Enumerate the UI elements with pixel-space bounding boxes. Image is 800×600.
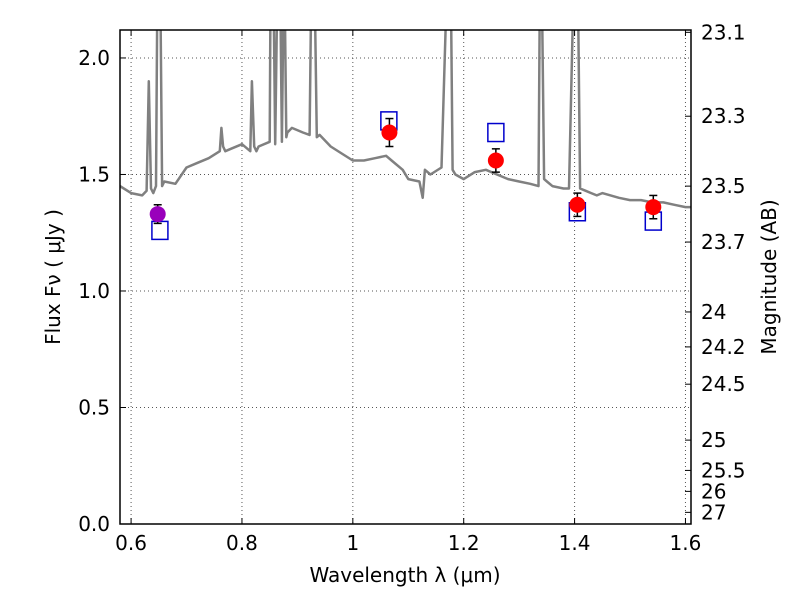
spectrum-line xyxy=(120,30,691,209)
data-point xyxy=(569,196,586,213)
right-tick-label: 23.5 xyxy=(701,174,746,198)
marker-layer xyxy=(149,111,663,241)
x-tick-label: 1 xyxy=(346,531,359,555)
right-tick-label: 27 xyxy=(701,500,726,524)
x-axis-label: Wavelength λ (μm) xyxy=(309,563,500,587)
data-point xyxy=(645,199,662,216)
x-tick-label: 1.6 xyxy=(670,531,702,555)
right-tick-label: 23.3 xyxy=(701,104,746,128)
x-tick-label: 1.4 xyxy=(559,531,591,555)
right-tick-label: 26 xyxy=(701,479,726,503)
right-tick-label: 25.5 xyxy=(701,458,746,482)
grid xyxy=(120,30,691,525)
y-tick-label: 2.0 xyxy=(78,46,110,70)
y-tick-label: 1.5 xyxy=(78,162,110,186)
right-tick-label: 23.1 xyxy=(701,20,746,44)
right-tick-label: 24 xyxy=(701,300,726,324)
data-point xyxy=(487,152,504,169)
right-tick-label: 24.2 xyxy=(701,335,746,359)
y-axis-right-label: Magnitude (AB) xyxy=(757,199,781,354)
data-point xyxy=(149,206,166,223)
spectrum-layer xyxy=(120,30,691,209)
data-point xyxy=(381,124,398,141)
x-tick-label: 1.2 xyxy=(448,531,480,555)
x-tick-label: 0.8 xyxy=(226,531,258,555)
right-tick-label: 25 xyxy=(701,428,726,452)
y-axis-label: Flux Fν ( μJy ) xyxy=(41,209,65,345)
plot-frame xyxy=(119,29,692,525)
right-tick-label: 24.5 xyxy=(701,372,746,396)
y-tick-label: 0.0 xyxy=(78,512,110,536)
model-square-marker xyxy=(487,122,505,143)
y-tick-label: 1.0 xyxy=(78,279,110,303)
x-tick-label: 0.6 xyxy=(115,531,147,555)
right-tick-label: 23.7 xyxy=(701,230,746,254)
y-tick-label: 0.5 xyxy=(78,395,110,419)
tick-layer: 0.6 0.8 1 1.2 1.4 1.6 0.0 0.5 1.0 1.5 2.0 23.1 23.3 2… xyxy=(78,20,745,555)
